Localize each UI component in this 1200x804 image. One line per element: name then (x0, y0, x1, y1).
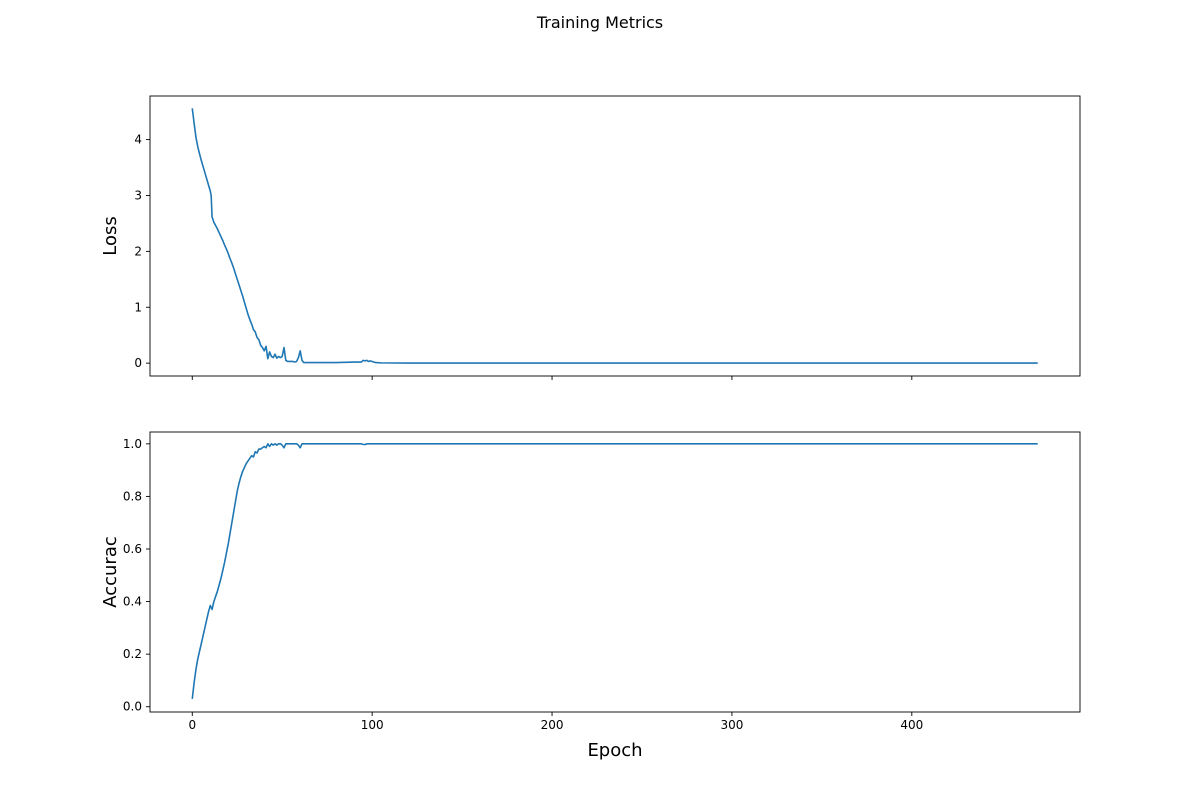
accuracy-y-tick-label: 0.2 (123, 647, 142, 661)
loss-series-line (191, 108, 1038, 364)
loss-y-tick-label: 4 (134, 133, 142, 147)
accuracy-x-tick-label: 100 (361, 718, 384, 732)
loss-y-tick-label: 1 (134, 300, 142, 314)
loss-y-tick-label: 0 (134, 356, 142, 370)
accuracy-y-tick-label: 0.6 (123, 542, 142, 556)
accuracy-y-tick-label: 1.0 (123, 437, 142, 451)
accuracy-axes-frame (149, 431, 1081, 713)
accuracy-y-tick-label: 0.0 (123, 700, 142, 714)
accuracy-x-axis-label: Epoch (587, 740, 642, 761)
accuracy-y-tick-label: 0.8 (123, 489, 142, 503)
accuracy-y-axis-label: Accurac (100, 536, 121, 608)
accuracy-x-tick-label: 300 (720, 718, 743, 732)
loss-y-tick-label: 2 (134, 244, 142, 258)
accuracy-x-tick-label: 0 (188, 718, 196, 732)
loss-y-tick-label: 3 (134, 188, 142, 202)
loss-y-axis-label: Loss (100, 216, 121, 255)
accuracy-y-tick-label: 0.4 (123, 595, 142, 609)
loss-axes-frame (149, 95, 1081, 377)
accuracy-x-tick-label: 400 (900, 718, 923, 732)
accuracy-x-tick-label: 200 (541, 718, 564, 732)
accuracy-series-line (191, 443, 1038, 699)
figure-title: Training Metrics (536, 13, 664, 32)
